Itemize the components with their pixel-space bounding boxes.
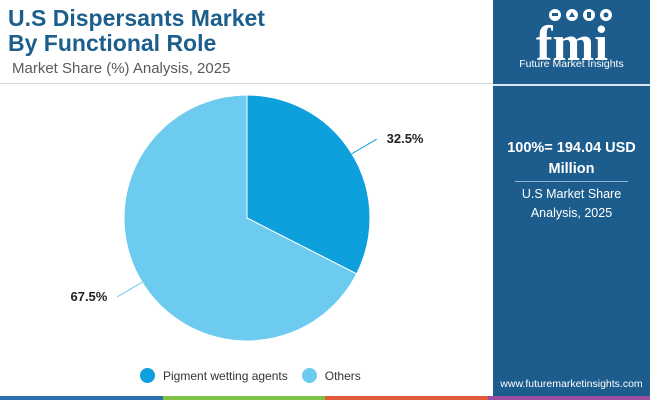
panel-top-rule	[493, 84, 650, 86]
legend-label-pigment-wetting-agents: Pigment wetting agents	[163, 368, 288, 383]
header-divider	[0, 83, 493, 84]
logo-caption: Future Market Insights	[519, 58, 624, 70]
title-line-1: U.S Dispersants Market	[8, 5, 265, 31]
market-caption: U.S Market Share Analysis, 2025	[499, 185, 644, 223]
data-label-pigment-wetting-agents: 32.5%	[387, 131, 424, 146]
legend-item-pigment-wetting-agents: Pigment wetting agents	[140, 368, 288, 383]
chart-subtitle: Market Share (%) Analysis, 2025	[12, 60, 231, 77]
panel-divider	[515, 181, 628, 182]
bottom-bar-segment	[325, 396, 488, 400]
pie-chart: 32.5% 67.5%	[70, 94, 424, 342]
bottom-color-bar	[0, 396, 650, 400]
chart-title: U.S Dispersants Market By Functional Rol…	[8, 6, 265, 56]
legend-label-others: Others	[324, 368, 361, 383]
bottom-bar-segment	[162, 396, 325, 400]
chart-legend: Pigment wetting agents Others	[140, 368, 375, 383]
market-caption-line-1: U.S Market Share	[521, 187, 622, 201]
legend-swatch-others	[301, 368, 317, 383]
legend-item-others: Others	[301, 368, 361, 383]
market-total-line-1: 100%= 194.04 USD	[507, 140, 636, 156]
side-panel: fmi Future Market Insights 100%= 194.04 …	[493, 0, 650, 400]
leader-line-pigment-wetting-agents	[351, 138, 377, 155]
website-link[interactable]: www.futuremarketinsights.com	[500, 378, 643, 390]
logo-wordmark: fmi	[536, 15, 608, 66]
title-line-2: By Functional Role	[8, 30, 217, 56]
market-total-line-2: Million	[548, 161, 595, 177]
bottom-bar-segment	[0, 396, 163, 400]
market-total: 100%= 194.04 USD Million	[499, 138, 644, 180]
leader-line-others	[117, 281, 143, 298]
bottom-bar-segment	[487, 396, 650, 400]
legend-swatch-pigment-wetting-agents	[140, 368, 155, 383]
data-label-others: 67.5%	[70, 289, 107, 304]
fmi-logo: fmi	[536, 9, 612, 66]
market-caption-line-2: Analysis, 2025	[530, 206, 613, 220]
pie-slice-others	[123, 94, 358, 342]
